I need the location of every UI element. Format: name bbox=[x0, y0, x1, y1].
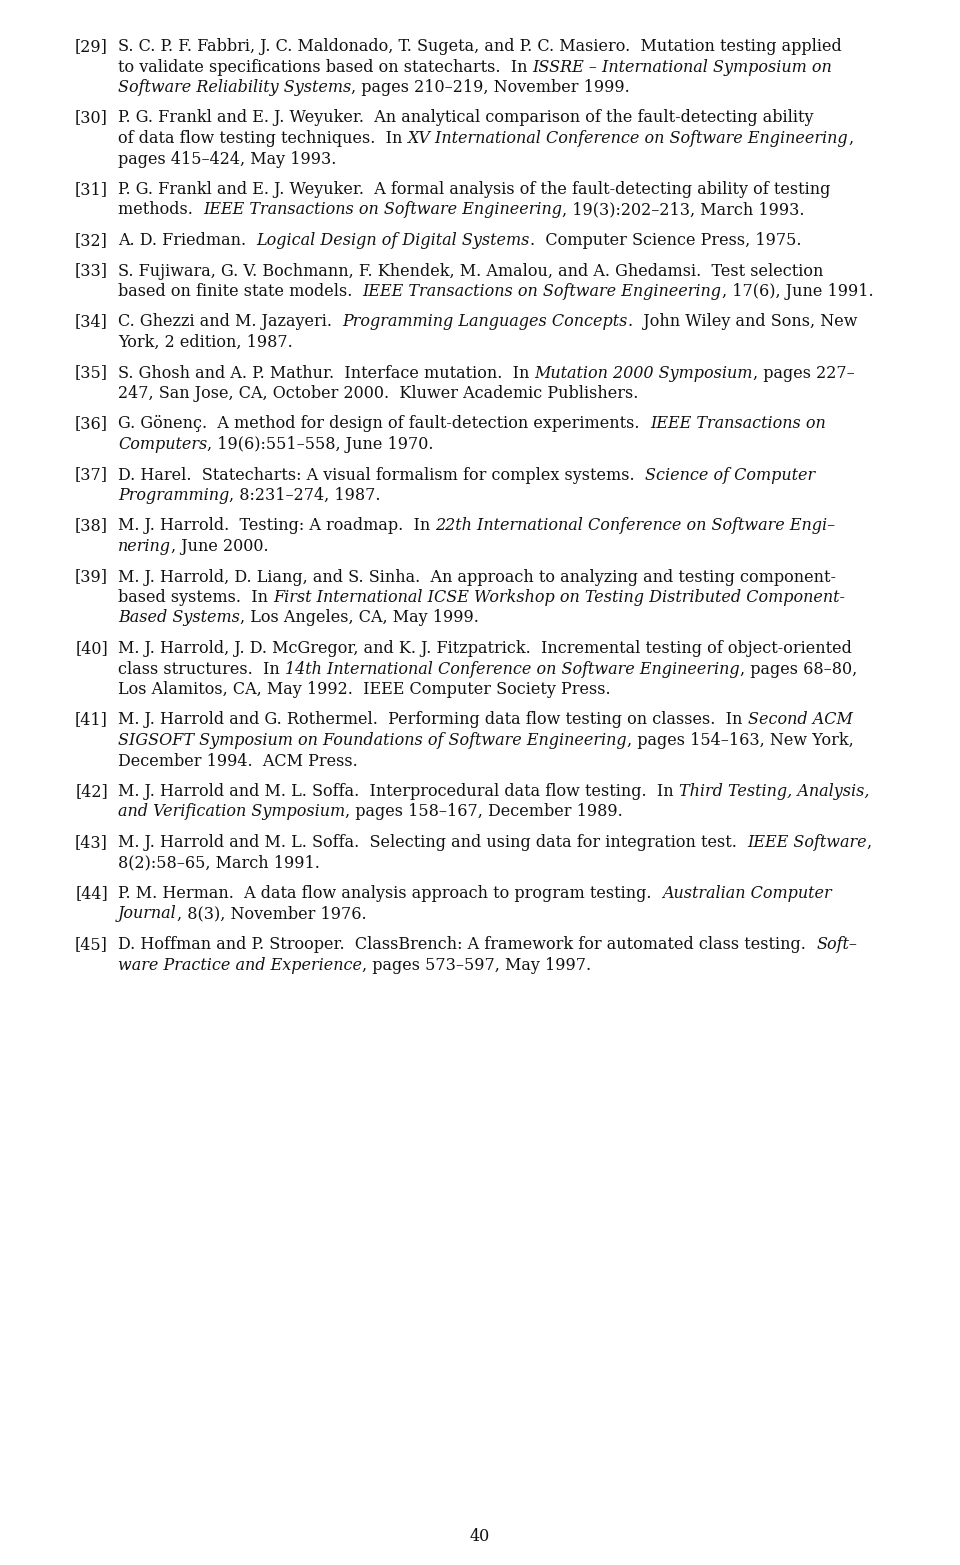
Text: , 19(6):551–558, June 1970.: , 19(6):551–558, June 1970. bbox=[207, 437, 434, 452]
Text: S. Ghosh and A. P. Mathur.  Interface mutation.  In: S. Ghosh and A. P. Mathur. Interface mut… bbox=[118, 365, 535, 382]
Text: Computers: Computers bbox=[118, 437, 207, 452]
Text: 14th International Conference on Software Engineering: 14th International Conference on Softwar… bbox=[285, 660, 739, 678]
Text: , pages 573–597, May 1997.: , pages 573–597, May 1997. bbox=[362, 956, 591, 973]
Text: , pages 68–80,: , pages 68–80, bbox=[739, 660, 856, 678]
Text: ,: , bbox=[867, 834, 872, 851]
Text: IEEE Transactions on Software Engineering: IEEE Transactions on Software Engineerin… bbox=[363, 283, 722, 300]
Text: [33]: [33] bbox=[75, 263, 108, 280]
Text: .  Computer Science Press, 1975.: . Computer Science Press, 1975. bbox=[530, 232, 802, 249]
Text: M. J. Harrold.  Testing: A roadmap.  In: M. J. Harrold. Testing: A roadmap. In bbox=[118, 518, 436, 535]
Text: Australian Computer: Australian Computer bbox=[661, 884, 831, 901]
Text: P. M. Herman.  A data flow analysis approach to program testing.: P. M. Herman. A data flow analysis appro… bbox=[118, 884, 661, 901]
Text: pages 415–424, May 1993.: pages 415–424, May 1993. bbox=[118, 150, 336, 167]
Text: 22th International Conference on Software Engi–: 22th International Conference on Softwar… bbox=[436, 518, 835, 535]
Text: M. J. Harrold and G. Rothermel.  Performing data flow testing on classes.  In: M. J. Harrold and G. Rothermel. Performi… bbox=[118, 712, 748, 728]
Text: [36]: [36] bbox=[75, 415, 108, 432]
Text: [40]: [40] bbox=[75, 640, 108, 657]
Text: , Los Angeles, CA, May 1999.: , Los Angeles, CA, May 1999. bbox=[240, 609, 479, 626]
Text: 40: 40 bbox=[469, 1527, 491, 1545]
Text: [42]: [42] bbox=[75, 782, 108, 800]
Text: ,: , bbox=[848, 130, 853, 147]
Text: [30]: [30] bbox=[75, 110, 108, 127]
Text: Logical Design of Digital Systems: Logical Design of Digital Systems bbox=[256, 232, 530, 249]
Text: Software Reliability Systems: Software Reliability Systems bbox=[118, 78, 351, 95]
Text: Based Systems: Based Systems bbox=[118, 609, 240, 626]
Text: Second ACM: Second ACM bbox=[748, 712, 852, 728]
Text: M. J. Harrold, D. Liang, and S. Sinha.  An approach to analyzing and testing com: M. J. Harrold, D. Liang, and S. Sinha. A… bbox=[118, 568, 836, 585]
Text: ISSRE – International Symposium on: ISSRE – International Symposium on bbox=[533, 58, 832, 75]
Text: Los Alamitos, CA, May 1992.  IEEE Computer Society Press.: Los Alamitos, CA, May 1992. IEEE Compute… bbox=[118, 681, 611, 698]
Text: [45]: [45] bbox=[75, 936, 108, 953]
Text: , 8:231–274, 1987.: , 8:231–274, 1987. bbox=[229, 487, 381, 504]
Text: York, 2 edition, 1987.: York, 2 edition, 1987. bbox=[118, 333, 293, 351]
Text: [43]: [43] bbox=[75, 834, 108, 851]
Text: .  John Wiley and Sons, New: . John Wiley and Sons, New bbox=[628, 313, 857, 330]
Text: 247, San Jose, CA, October 2000.  Kluwer Academic Publishers.: 247, San Jose, CA, October 2000. Kluwer … bbox=[118, 385, 638, 402]
Text: P. G. Frankl and E. J. Weyuker.  An analytical comparison of the fault-detecting: P. G. Frankl and E. J. Weyuker. An analy… bbox=[118, 110, 813, 127]
Text: S. C. P. F. Fabbri, J. C. Maldonado, T. Sugeta, and P. C. Masiero.  Mutation tes: S. C. P. F. Fabbri, J. C. Maldonado, T. … bbox=[118, 38, 842, 55]
Text: of data flow testing techniques.  In: of data flow testing techniques. In bbox=[118, 130, 407, 147]
Text: Soft–: Soft– bbox=[816, 936, 857, 953]
Text: , 17(6), June 1991.: , 17(6), June 1991. bbox=[722, 283, 874, 300]
Text: [34]: [34] bbox=[75, 313, 108, 330]
Text: [31]: [31] bbox=[75, 182, 108, 199]
Text: nering: nering bbox=[118, 538, 171, 556]
Text: D. Harel.  Statecharts: A visual formalism for complex systems.: D. Harel. Statecharts: A visual formalis… bbox=[118, 466, 645, 484]
Text: [37]: [37] bbox=[75, 466, 108, 484]
Text: and Verification Symposium: and Verification Symposium bbox=[118, 803, 346, 820]
Text: Programming: Programming bbox=[118, 487, 229, 504]
Text: [32]: [32] bbox=[75, 232, 108, 249]
Text: , pages 158–167, December 1989.: , pages 158–167, December 1989. bbox=[346, 803, 623, 820]
Text: ware Practice and Experience: ware Practice and Experience bbox=[118, 956, 362, 973]
Text: D. Hoffman and P. Strooper.  ClassBrench: A framework for automated class testin: D. Hoffman and P. Strooper. ClassBrench:… bbox=[118, 936, 816, 953]
Text: to validate specifications based on statecharts.  In: to validate specifications based on stat… bbox=[118, 58, 533, 75]
Text: class structures.  In: class structures. In bbox=[118, 660, 285, 678]
Text: based systems.  In: based systems. In bbox=[118, 588, 274, 606]
Text: , pages 154–163, New York,: , pages 154–163, New York, bbox=[627, 732, 853, 750]
Text: , June 2000.: , June 2000. bbox=[171, 538, 269, 556]
Text: IEEE Software: IEEE Software bbox=[747, 834, 867, 851]
Text: First International ICSE Workshop on Testing Distributed Component-: First International ICSE Workshop on Tes… bbox=[274, 588, 845, 606]
Text: [35]: [35] bbox=[75, 365, 108, 382]
Text: methods.: methods. bbox=[118, 202, 204, 219]
Text: C. Ghezzi and M. Jazayeri.: C. Ghezzi and M. Jazayeri. bbox=[118, 313, 343, 330]
Text: P. G. Frankl and E. J. Weyuker.  A formal analysis of the fault-detecting abilit: P. G. Frankl and E. J. Weyuker. A formal… bbox=[118, 182, 830, 199]
Text: 8(2):58–65, March 1991.: 8(2):58–65, March 1991. bbox=[118, 854, 320, 872]
Text: , pages 227–: , pages 227– bbox=[753, 365, 854, 382]
Text: SIGSOFT Symposium on Foundations of Software Engineering: SIGSOFT Symposium on Foundations of Soft… bbox=[118, 732, 627, 750]
Text: [38]: [38] bbox=[75, 518, 108, 535]
Text: M. J. Harrold, J. D. McGregor, and K. J. Fitzpatrick.  Incremental testing of ob: M. J. Harrold, J. D. McGregor, and K. J.… bbox=[118, 640, 852, 657]
Text: [41]: [41] bbox=[75, 712, 108, 728]
Text: [29]: [29] bbox=[75, 38, 108, 55]
Text: IEEE Transactions on: IEEE Transactions on bbox=[650, 415, 826, 432]
Text: Third Testing, Analysis,: Third Testing, Analysis, bbox=[679, 782, 869, 800]
Text: Programming Languages Concepts: Programming Languages Concepts bbox=[343, 313, 628, 330]
Text: December 1994.  ACM Press.: December 1994. ACM Press. bbox=[118, 753, 358, 770]
Text: XV International Conference on Software Engineering: XV International Conference on Software … bbox=[407, 130, 848, 147]
Text: S. Fujiwara, G. V. Bochmann, F. Khendek, M. Amalou, and A. Ghedamsi.  Test selec: S. Fujiwara, G. V. Bochmann, F. Khendek,… bbox=[118, 263, 824, 280]
Text: IEEE Transactions on Software Engineering: IEEE Transactions on Software Engineerin… bbox=[204, 202, 563, 219]
Text: , 19(3):202–213, March 1993.: , 19(3):202–213, March 1993. bbox=[563, 202, 804, 219]
Text: , 8(3), November 1976.: , 8(3), November 1976. bbox=[177, 906, 367, 922]
Text: M. J. Harrold and M. L. Soffa.  Interprocedural data flow testing.  In: M. J. Harrold and M. L. Soffa. Interproc… bbox=[118, 782, 679, 800]
Text: based on finite state models.: based on finite state models. bbox=[118, 283, 363, 300]
Text: Science of Computer: Science of Computer bbox=[645, 466, 815, 484]
Text: G. Gönenç.  A method for design of fault-detection experiments.: G. Gönenç. A method for design of fault-… bbox=[118, 415, 650, 432]
Text: Journal: Journal bbox=[118, 906, 177, 922]
Text: M. J. Harrold and M. L. Soffa.  Selecting and using data for integration test.: M. J. Harrold and M. L. Soffa. Selecting… bbox=[118, 834, 747, 851]
Text: Mutation 2000 Symposium: Mutation 2000 Symposium bbox=[535, 365, 753, 382]
Text: [39]: [39] bbox=[75, 568, 108, 585]
Text: A. D. Friedman.: A. D. Friedman. bbox=[118, 232, 256, 249]
Text: [44]: [44] bbox=[75, 884, 108, 901]
Text: , pages 210–219, November 1999.: , pages 210–219, November 1999. bbox=[351, 78, 630, 95]
